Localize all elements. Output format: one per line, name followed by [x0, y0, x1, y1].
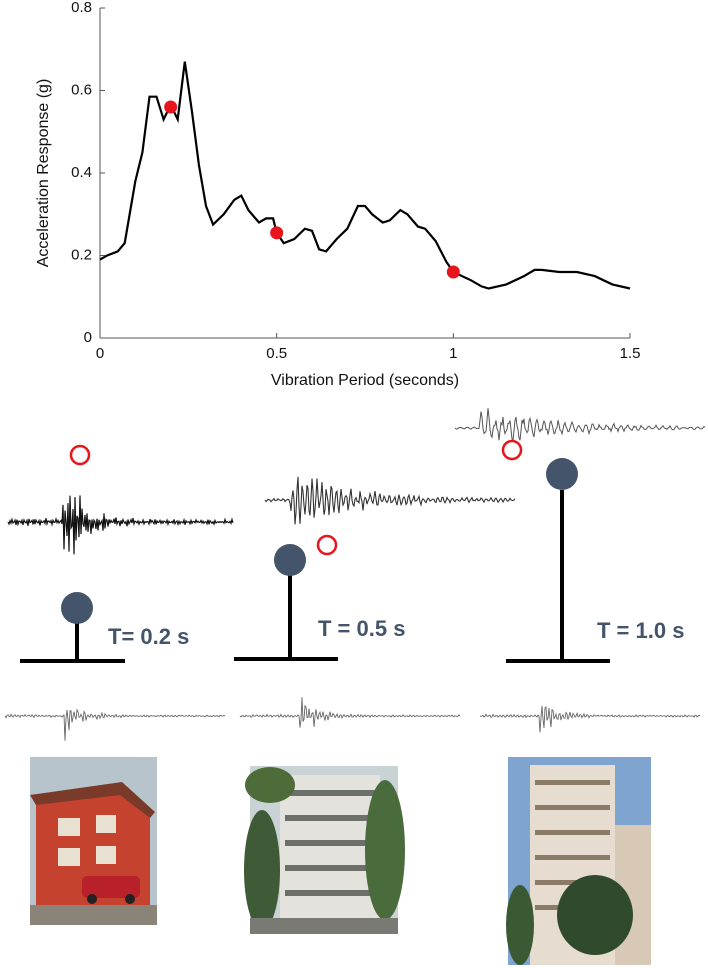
- waveform: [7, 495, 234, 555]
- y-tick-label: 0: [84, 329, 92, 346]
- period-point: [446, 265, 460, 279]
- photo-apartment: [244, 766, 405, 934]
- y-tick-label: 0.6: [71, 81, 92, 98]
- waveform: [479, 706, 701, 733]
- period-label: T = 1.0 s: [597, 618, 684, 643]
- y-tick-label: 0.2: [71, 246, 92, 263]
- response-line: [99, 61, 631, 290]
- mass: [61, 592, 93, 624]
- waveform: [239, 697, 461, 728]
- y-tick-label: 0.8: [71, 0, 92, 16]
- peak-marker: [501, 439, 523, 461]
- x-tick-label: 1: [449, 345, 457, 362]
- period-point: [164, 100, 178, 114]
- photo-house: [30, 757, 157, 925]
- photo-tower: [506, 757, 651, 965]
- y-axis-title: Acceleration Response (g): [35, 79, 52, 268]
- period-label: T= 0.2 s: [108, 624, 189, 649]
- waveform: [4, 708, 226, 741]
- waveform: [454, 408, 706, 442]
- period-point: [270, 226, 284, 240]
- x-tick-label: 0: [96, 345, 104, 362]
- peak-marker: [316, 534, 338, 556]
- y-tick-label: 0.4: [71, 164, 92, 181]
- waveform: [264, 476, 516, 525]
- period-label: T = 0.5 s: [318, 616, 405, 641]
- oscillators: T= 0.2 s T = 0.5 s T = 1.0 s: [4, 408, 706, 741]
- x-tick-label: 0.5: [266, 345, 287, 362]
- mass: [274, 544, 306, 576]
- mass: [546, 458, 578, 490]
- peak-marker: [69, 444, 91, 466]
- x-axis-title: Vibration Period (seconds): [271, 372, 459, 389]
- x-tick-label: 1.5: [620, 345, 641, 362]
